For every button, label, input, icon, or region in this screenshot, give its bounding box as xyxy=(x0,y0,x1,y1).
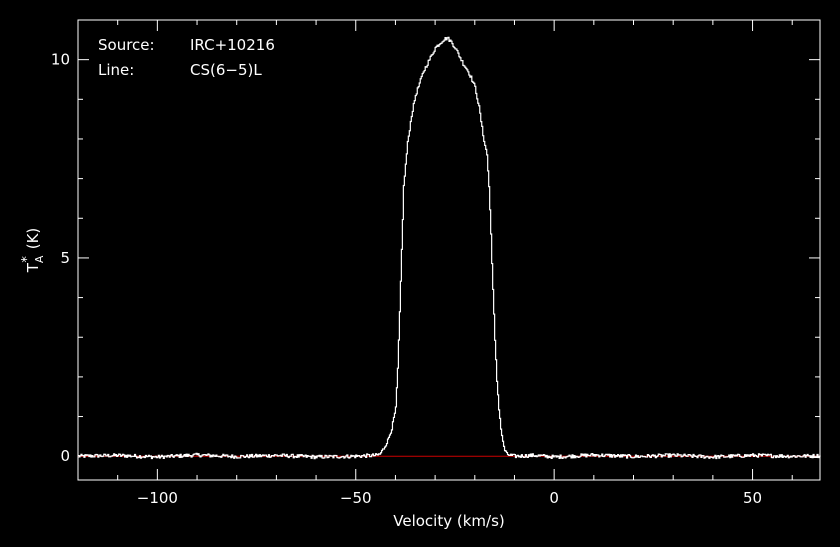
source-value: IRC+10216 xyxy=(190,36,275,54)
spectrum-line xyxy=(78,36,821,460)
x-axis-label: Velocity (km/s) xyxy=(393,512,504,530)
x-tick-label: 0 xyxy=(549,489,559,507)
x-tick-label: 50 xyxy=(743,489,762,507)
x-tick-label: −50 xyxy=(340,489,372,507)
y-axis-label-sub: A xyxy=(33,255,46,263)
y-axis-label: TA* (K) xyxy=(20,228,46,274)
y-tick-label: 5 xyxy=(60,249,70,267)
y-axis-label-base: T xyxy=(24,262,42,273)
y-tick-label: 0 xyxy=(60,447,70,465)
svg-text:TA* (K): TA* (K) xyxy=(20,228,46,274)
series-layer xyxy=(78,36,821,460)
source-label: Source: xyxy=(98,36,155,54)
axis-tick-labels: −100 −50 0 50 0 5 10 xyxy=(51,51,762,507)
plot-frame xyxy=(77,19,821,481)
line-label: Line: xyxy=(98,61,134,79)
x-tick-label: −100 xyxy=(137,489,178,507)
line-value: CS(6−5)L xyxy=(190,61,262,79)
axis-ticks xyxy=(77,19,820,480)
y-axis-label-sup: * xyxy=(20,256,35,263)
y-axis-label-unit: (K) xyxy=(24,228,42,250)
y-tick-label: 10 xyxy=(51,51,70,69)
